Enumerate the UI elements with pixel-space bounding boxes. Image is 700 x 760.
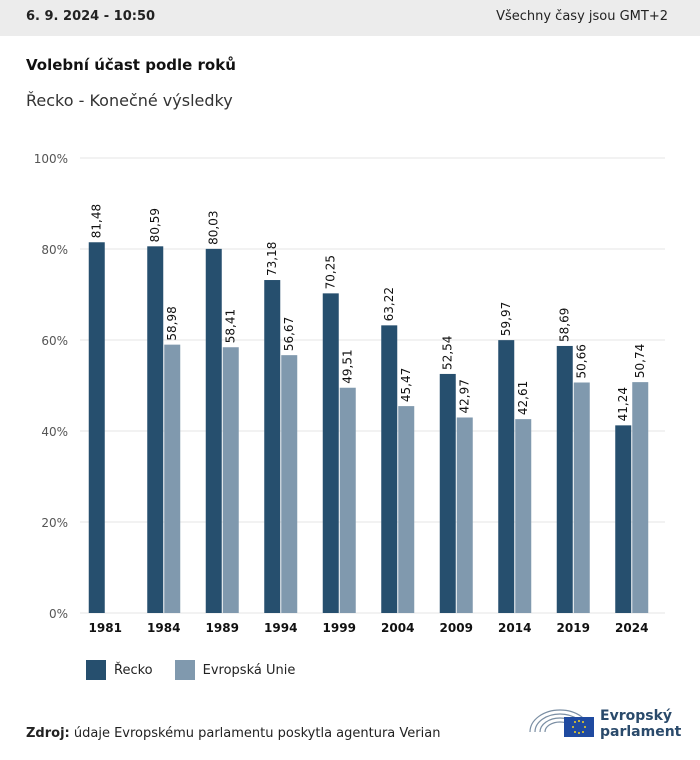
- european-parliament-logo[interactable]: [528, 702, 688, 742]
- top-bar: 6. 9. 2024 - 10:50 Všechny časy jsou GMT…: [0, 0, 700, 36]
- bar-greece: [205, 248, 222, 613]
- bar-greece: [264, 280, 281, 613]
- source-note: Zdroj: údaje Evropskému parlamentu posky…: [26, 726, 440, 741]
- legend: Řecko Evropská Unie: [86, 660, 317, 680]
- chart-title: Volební účast podle roků: [26, 56, 236, 74]
- data-label: 58,98: [165, 306, 179, 340]
- bar-greece: [498, 340, 515, 613]
- data-label: 56,67: [282, 317, 296, 351]
- source-label: Zdroj:: [26, 726, 70, 741]
- legend-label-eu: Evropská Unie: [202, 662, 296, 678]
- x-tick-label: 1981: [89, 621, 122, 635]
- bar-eu: [456, 417, 473, 613]
- data-label: 50,74: [633, 344, 647, 378]
- y-tick-label: 20%: [41, 516, 68, 530]
- chart-subtitle: Řecko - Konečné výsledky: [26, 91, 233, 110]
- bar-eu: [515, 419, 532, 613]
- bar-eu: [398, 406, 415, 613]
- bar-eu: [339, 387, 356, 613]
- bar-greece: [147, 246, 164, 613]
- bar-eu: [573, 382, 590, 613]
- x-tick-label: 1989: [206, 621, 239, 635]
- data-label: 52,54: [441, 336, 455, 370]
- data-label: 80,59: [148, 208, 162, 242]
- bar-greece: [439, 373, 456, 613]
- logo-text: Evropský parlament: [600, 708, 682, 740]
- legend-item-greece: Řecko: [86, 660, 153, 680]
- legend-swatch-eu: [174, 660, 195, 680]
- data-label: 50,66: [575, 344, 589, 378]
- data-label: 42,61: [516, 381, 530, 415]
- x-tick-label: 2009: [440, 621, 473, 635]
- data-label: 41,24: [616, 387, 630, 421]
- legend-item-eu: Evropská Unie: [174, 660, 296, 680]
- y-tick-label: 60%: [41, 334, 68, 348]
- data-label: 45,47: [399, 368, 413, 402]
- timestamp: 6. 9. 2024 - 10:50: [26, 9, 156, 24]
- y-tick-label: 80%: [41, 243, 68, 257]
- data-label: 63,22: [382, 287, 396, 321]
- y-tick-label: 0%: [49, 607, 68, 621]
- legend-swatch-greece: [86, 660, 106, 680]
- x-tick-label: 1994: [264, 621, 297, 635]
- y-tick-label: 100%: [34, 152, 68, 166]
- x-tick-label: 2024: [615, 621, 648, 635]
- data-label: 58,69: [558, 308, 572, 342]
- data-label: 73,18: [265, 242, 279, 276]
- source-text: údaje Evropskému parlamentu poskytla age…: [73, 726, 441, 741]
- bar-greece: [88, 242, 105, 613]
- bar-greece: [556, 345, 573, 613]
- data-label: 59,97: [499, 302, 513, 336]
- timezone-note: Všechny časy jsou GMT+2: [496, 9, 668, 24]
- data-label: 42,97: [458, 379, 472, 413]
- data-label: 70,25: [324, 255, 338, 289]
- x-tick-label: 1999: [323, 621, 356, 635]
- x-tick-label: 2014: [498, 621, 531, 635]
- data-label: 81,48: [90, 204, 104, 238]
- x-tick-label: 2019: [557, 621, 590, 635]
- x-tick-label: 1984: [147, 621, 180, 635]
- data-label: 80,03: [207, 211, 221, 245]
- bar-greece: [615, 425, 632, 613]
- bar-eu: [222, 347, 239, 613]
- bar-eu: [632, 382, 649, 613]
- y-tick-label: 40%: [41, 425, 68, 439]
- bar-greece: [322, 293, 339, 613]
- data-label: 49,51: [341, 349, 355, 383]
- bar-greece: [381, 325, 398, 613]
- legend-label-greece: Řecko: [114, 662, 153, 678]
- bar-eu: [164, 344, 181, 613]
- bar-chart: 0% 20% 40% 60% 80% 100% 81,48 1981 80,59 58,98 198…: [34, 152, 665, 635]
- data-label: 58,41: [224, 309, 238, 343]
- x-tick-label: 2004: [381, 621, 414, 635]
- bar-eu: [281, 355, 298, 613]
